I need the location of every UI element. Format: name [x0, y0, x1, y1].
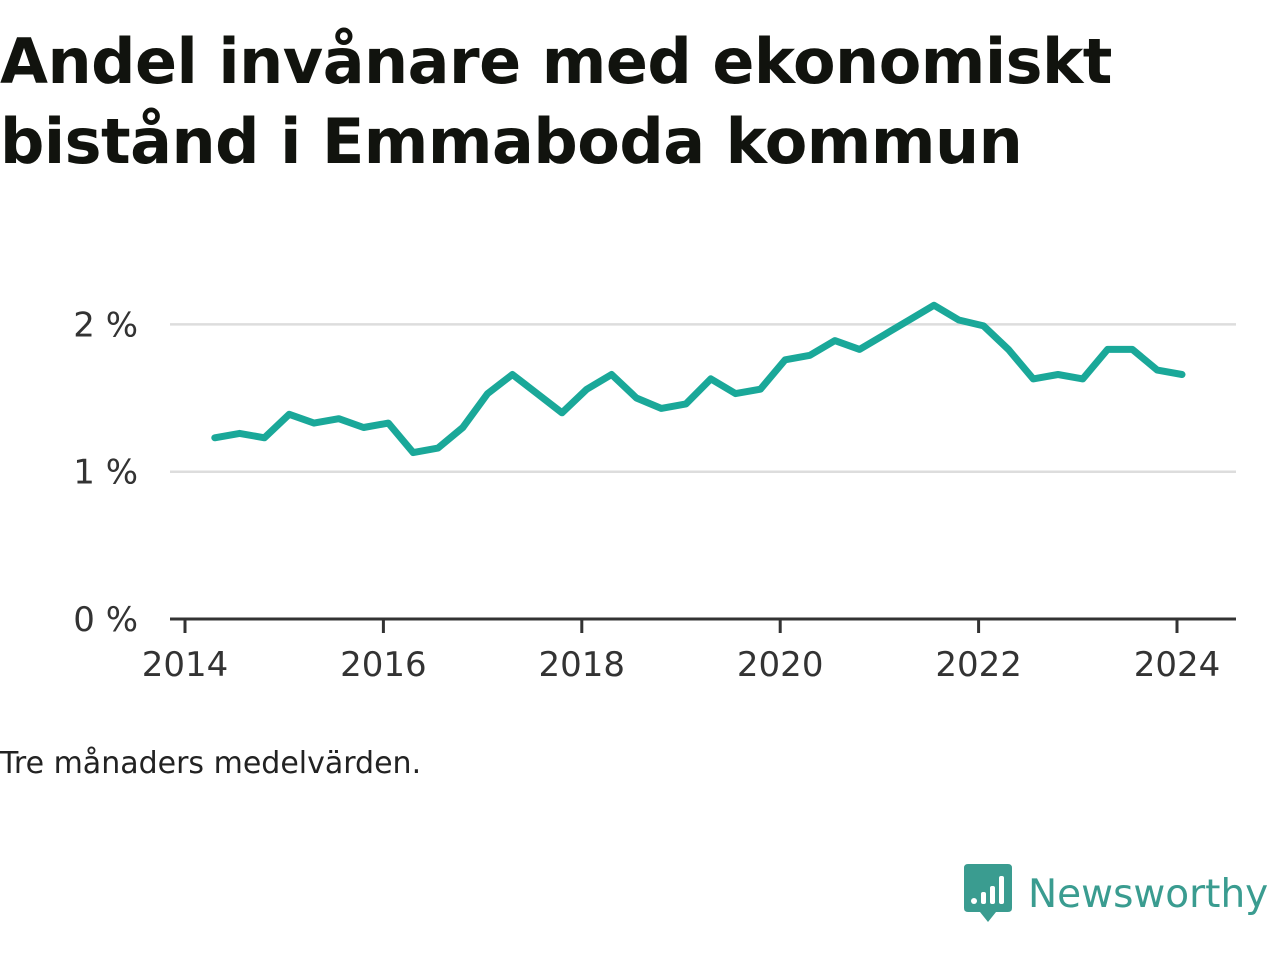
x-tick-label: 2018 — [539, 645, 626, 685]
series-line — [211, 301, 1186, 457]
y-tick-label: 2 % — [73, 305, 138, 345]
x-tick-label: 2020 — [737, 645, 824, 685]
series-layer — [211, 301, 1186, 457]
x-tick-label: 2024 — [1134, 645, 1221, 685]
y-tick-label: 1 % — [73, 453, 138, 493]
chart-title: Andel invånare med ekonomiskt bistånd i … — [0, 25, 1112, 178]
x-tick-label: 2014 — [142, 645, 229, 685]
gridlines: 0 % 1 % 2 % — [73, 305, 1236, 640]
x-axis: 2014 2016 2018 2020 2022 2024 — [142, 617, 1236, 685]
x-tick-label: 2016 — [340, 645, 427, 685]
x-tick-label: 2022 — [935, 645, 1022, 685]
newsworthy-logo-icon — [964, 864, 1012, 922]
newsworthy-logo[interactable]: Newsworthy — [962, 862, 1268, 926]
brand-name: Newsworthy — [1028, 871, 1269, 917]
chart-note: Tre månaders medelvärden. — [0, 746, 422, 781]
y-tick-label: 0 % — [73, 600, 138, 640]
